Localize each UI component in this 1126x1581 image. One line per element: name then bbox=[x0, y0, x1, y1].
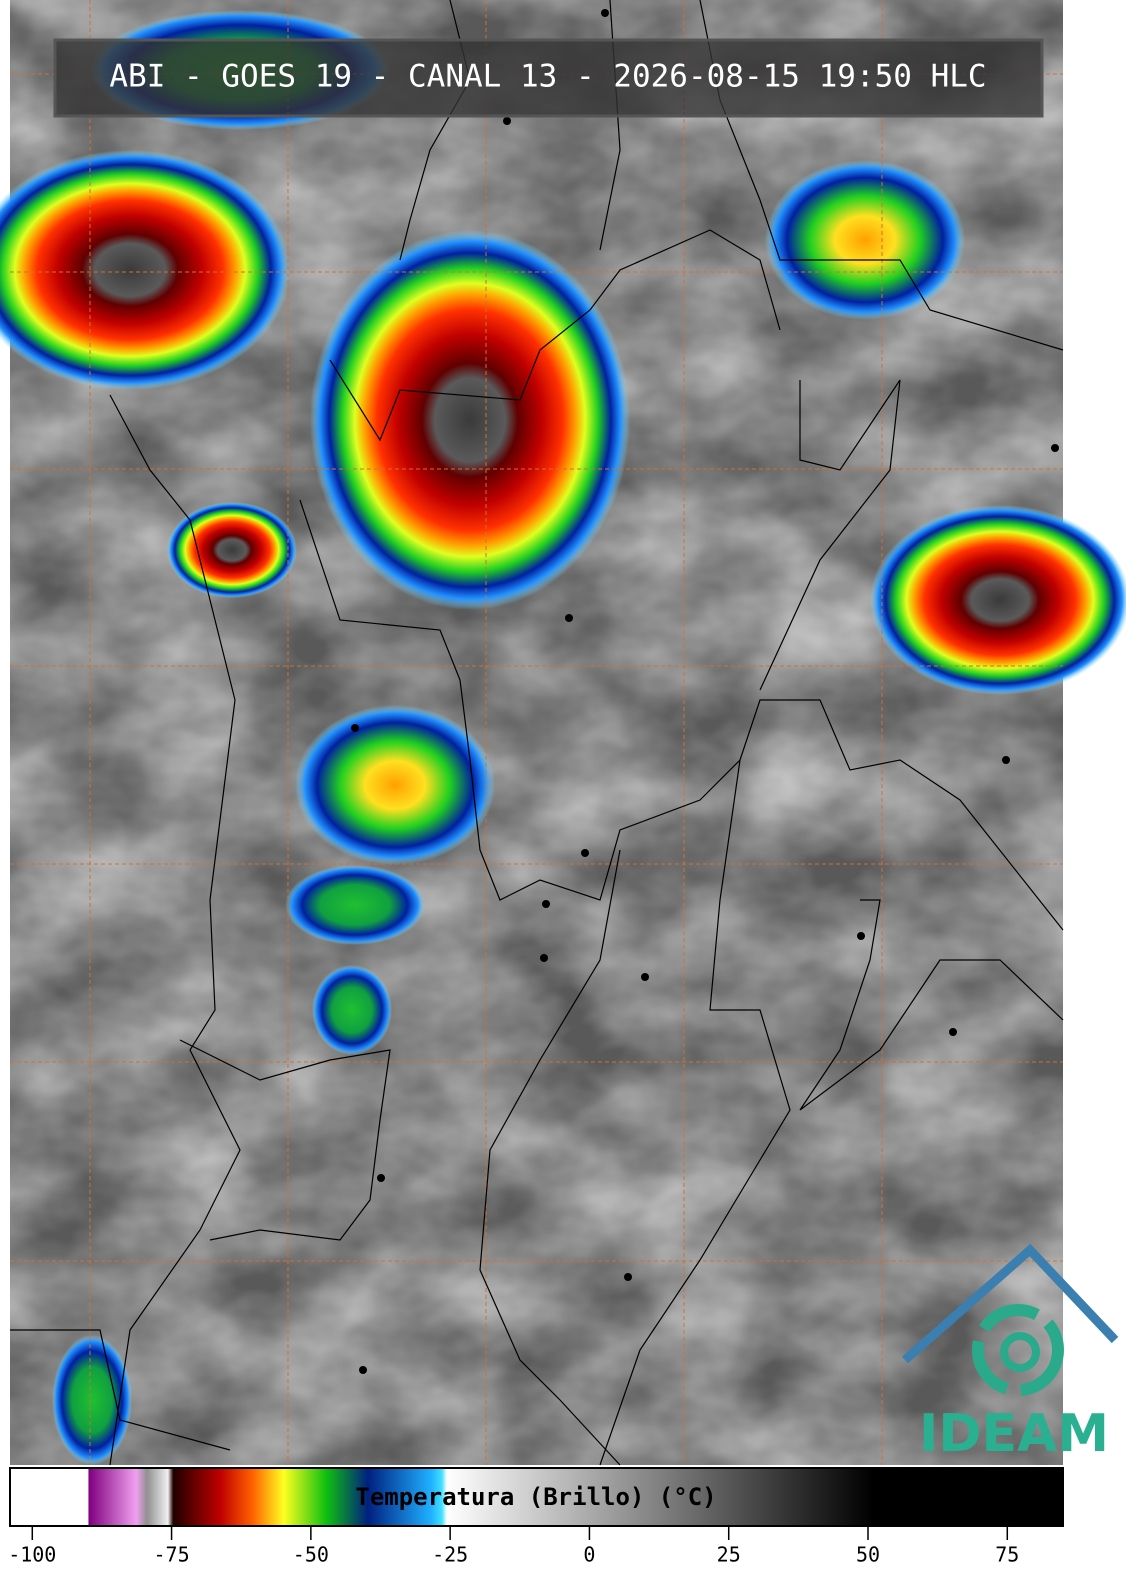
title-box bbox=[53, 38, 1044, 118]
colorbar-gradient bbox=[9, 1467, 1064, 1527]
tick-label: -50 bbox=[293, 1543, 329, 1567]
tick-label: -100 bbox=[8, 1543, 56, 1567]
map: ABI - GOES 19 - CANAL 13 - 2026-08-15 19… bbox=[0, 0, 1126, 1466]
tick-label: 25 bbox=[717, 1543, 741, 1567]
tick-label: 50 bbox=[856, 1543, 880, 1567]
tick-label: -25 bbox=[432, 1543, 468, 1567]
tick-label: 0 bbox=[583, 1543, 595, 1567]
colorbar: Temperatura (Brillo) (°C) bbox=[9, 1467, 1064, 1527]
logo: IDEAM bbox=[902, 1243, 1119, 1464]
cities bbox=[351, 9, 1059, 1374]
tick-label: -75 bbox=[154, 1543, 190, 1567]
title: ABI - GOES 19 - CANAL 13 - 2026-08-15 19… bbox=[109, 59, 986, 95]
logo-text: IDEAM bbox=[919, 1404, 1109, 1464]
colorbar-label: Temperatura (Brillo) (°C) bbox=[355, 1483, 716, 1511]
tick-label: 75 bbox=[995, 1543, 1019, 1567]
